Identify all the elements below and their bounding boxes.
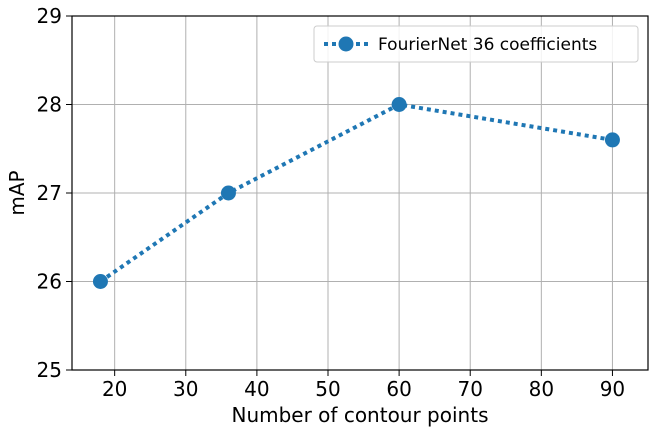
x-axis-label: Number of contour points xyxy=(231,403,488,427)
x-tick-label: 70 xyxy=(457,377,482,401)
data-point xyxy=(220,185,236,201)
legend-marker-swatch xyxy=(338,36,354,52)
x-tick-label: 40 xyxy=(244,377,269,401)
data-point xyxy=(92,274,108,289)
legend-entry-label: FourierNet 36 coefficients xyxy=(378,35,597,55)
tick-layer: 20 30 40 50 60 70 80 90 25 26 27 28 29 xyxy=(37,4,626,401)
y-tick-label: 25 xyxy=(37,358,62,382)
y-tick-label: 28 xyxy=(37,93,62,117)
legend-box xyxy=(313,25,639,63)
x-tick-label: 90 xyxy=(600,377,625,401)
legend: FourierNet 36 coefficients xyxy=(313,25,639,63)
y-axis-label: mAP xyxy=(5,170,29,215)
x-tick-label: 20 xyxy=(102,377,127,401)
x-tick-label: 30 xyxy=(173,377,198,401)
x-tick-label: 50 xyxy=(315,377,340,401)
y-tick-label: 26 xyxy=(37,270,62,294)
y-tick-label: 27 xyxy=(37,181,62,205)
data-point xyxy=(391,97,407,112)
x-tick-label: 80 xyxy=(529,377,554,401)
x-tick-label: 60 xyxy=(386,377,411,401)
y-tick-label: 29 xyxy=(37,4,62,28)
data-point xyxy=(604,132,620,148)
series-line xyxy=(99,102,613,284)
grid-layer xyxy=(72,15,648,371)
data-layer xyxy=(92,97,620,289)
